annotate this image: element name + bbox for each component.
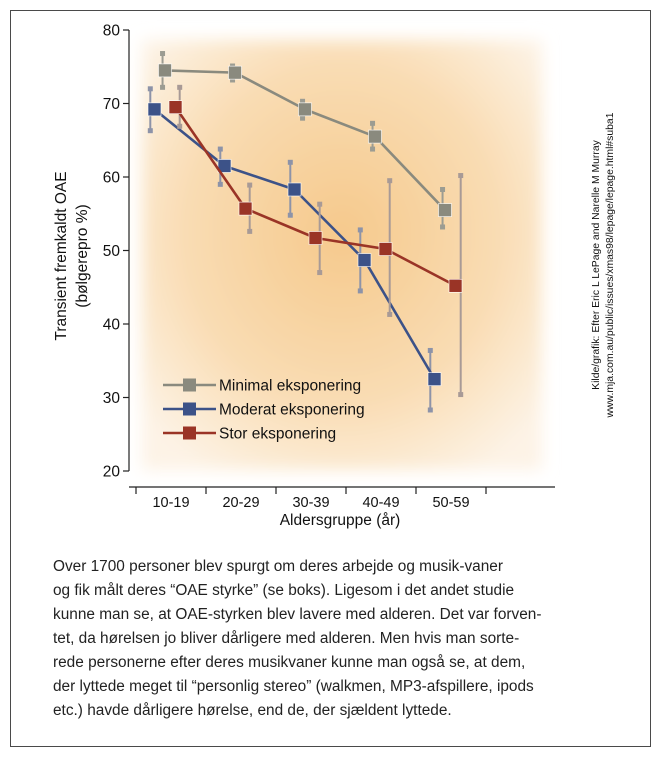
error-cap xyxy=(217,146,223,152)
error-cap xyxy=(230,77,236,83)
error-cap xyxy=(427,347,433,353)
data-point xyxy=(368,129,382,144)
legend-item: Moderat eksponering xyxy=(163,402,365,419)
legend-marker xyxy=(183,378,196,392)
series-minimal xyxy=(158,51,452,230)
error-cap xyxy=(387,178,393,184)
series-stor xyxy=(168,84,464,398)
source-credit-line1: Kilde/grafik: Efter Eric L LePage and Na… xyxy=(591,139,602,389)
error-cap xyxy=(317,201,323,207)
caption-line: Over 1700 personer blev spurgt om deres … xyxy=(53,558,503,575)
error-cap xyxy=(458,392,464,398)
y-tick-label: 60 xyxy=(103,170,121,187)
error-cap xyxy=(370,146,376,152)
x-tick-label: 40-49 xyxy=(362,495,399,511)
caption-line: etc.) havde dårligere hørelse, end de, d… xyxy=(53,702,452,719)
error-cap xyxy=(147,86,153,92)
data-point xyxy=(147,102,162,117)
caption-line: rede personerne efter deres musikvaner k… xyxy=(53,654,526,671)
error-cap xyxy=(387,311,393,317)
y-tick-label: 20 xyxy=(103,464,121,481)
legend-label: Moderat eksponering xyxy=(219,402,365,419)
error-cap xyxy=(458,173,464,179)
data-point xyxy=(427,372,442,386)
data-point xyxy=(217,159,232,173)
series-moderat xyxy=(147,86,442,413)
caption-paragraph: Over 1700 personer blev spurgt om deres … xyxy=(53,555,653,723)
legend-marker xyxy=(183,426,196,440)
data-point xyxy=(168,100,183,114)
error-cap xyxy=(177,123,183,129)
data-point xyxy=(158,63,172,78)
error-cap xyxy=(160,84,166,90)
data-point xyxy=(228,65,242,80)
x-tick-label: 50-59 xyxy=(432,495,469,511)
error-cap xyxy=(300,98,306,104)
data-point xyxy=(298,102,312,117)
source-credit-line2: www.mja.com.au/public/issues/xmas98/lepa… xyxy=(605,112,616,418)
data-point xyxy=(238,201,253,216)
caption-line: kunne man se, at OAE-styrken blev lavere… xyxy=(53,606,542,623)
y-axis-label-line1: Transient fremkaldt OAE xyxy=(53,171,70,340)
error-cap xyxy=(177,84,183,90)
x-axis-label: Aldersgruppe (år) xyxy=(280,512,401,529)
error-cap xyxy=(217,181,223,187)
error-cap xyxy=(370,120,376,126)
error-cap xyxy=(247,182,253,188)
data-point xyxy=(287,182,302,197)
y-tick-label: 40 xyxy=(103,317,121,334)
x-tick-label: 20-29 xyxy=(222,495,259,511)
legend-item: Minimal eksponering xyxy=(163,378,361,395)
legend-item: Stor eksponering xyxy=(163,426,336,443)
series-layer xyxy=(147,51,464,413)
legend-label: Minimal eksponering xyxy=(219,378,361,395)
error-cap xyxy=(147,128,153,134)
plot-background xyxy=(142,40,542,470)
error-cap xyxy=(247,228,253,234)
y-tick-label: 30 xyxy=(103,390,121,407)
error-cap xyxy=(427,407,433,413)
error-cap xyxy=(440,186,446,192)
error-cap xyxy=(160,51,166,57)
caption-line: tet, da hørelsen jo bliver dårligere med… xyxy=(53,630,520,647)
data-point xyxy=(378,242,393,256)
y-tick-label: 80 xyxy=(103,23,121,40)
y-tick-label: 70 xyxy=(103,96,121,113)
legend-label: Stor eksponering xyxy=(219,426,336,443)
error-cap xyxy=(440,224,446,230)
y-tick-label: 50 xyxy=(103,243,121,260)
legend: Minimal eksponering Moderat eksponering St… xyxy=(163,378,365,443)
caption-line: og fik målt deres “OAE styrke” (se boks)… xyxy=(53,582,515,599)
error-cap xyxy=(317,270,323,276)
y-axis-label-line2: (bølgerepro %) xyxy=(74,204,91,307)
error-cap xyxy=(287,159,293,165)
error-cap xyxy=(357,288,363,294)
error-cap xyxy=(300,115,306,121)
ticks: 20 30 40 50 60 70 80 10-19 20-29 30-39 40-49 50-59 xyxy=(103,23,487,511)
legend-marker xyxy=(183,402,196,416)
caption-line: der lyttede meget til “personlig stereo”… xyxy=(53,678,534,695)
caption: Over 1700 personer blev spurgt om deres … xyxy=(53,555,653,723)
x-tick-label: 10-19 xyxy=(152,495,189,511)
data-point xyxy=(357,253,372,267)
data-point xyxy=(448,278,463,293)
x-tick-label: 30-39 xyxy=(292,495,329,511)
data-point xyxy=(438,203,452,217)
data-point xyxy=(308,231,323,245)
error-cap xyxy=(287,212,293,218)
error-cap xyxy=(357,227,363,233)
